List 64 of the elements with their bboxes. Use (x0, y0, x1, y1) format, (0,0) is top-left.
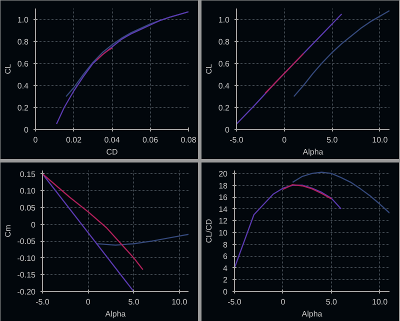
y-tick-label: 4 (223, 264, 228, 273)
y-tick-label: 1.0 (218, 16, 230, 24)
x-tick-label: -5.0 (228, 298, 242, 306)
x-tick-label: 5.0 (326, 298, 338, 306)
line-series (282, 184, 332, 200)
y-tick-label: 20 (218, 169, 228, 178)
y-tick-label: 14 (218, 204, 228, 214)
y-tick-label: 18 (218, 181, 228, 190)
x-tick-label: 5.0 (326, 136, 338, 144)
y-tick-label: 0.6 (218, 60, 230, 68)
y-tick-label: 0 (223, 288, 228, 296)
y-tick-label: 16 (218, 193, 228, 202)
x-tick-label: 0.06 (142, 136, 159, 144)
x-tick-label: -5.0 (230, 136, 244, 144)
y-tick-label: -0.05 (17, 237, 36, 246)
y-tick-label: -0.10 (17, 254, 36, 263)
y-tick-label: 0 (31, 220, 36, 230)
x-tick-label: 0 (282, 136, 288, 144)
x-axis-title: Alpha (302, 148, 324, 156)
x-tick-label: 0.02 (66, 136, 82, 144)
y-tick-label: 0.8 (17, 38, 30, 46)
y-tick-label: -0.20 (17, 288, 36, 296)
y-tick-label: 0.2 (218, 104, 230, 112)
line-series (96, 48, 113, 61)
line-series (96, 234, 188, 246)
y-tick-label: 6 (223, 252, 228, 262)
x-axis-title: Alpha (302, 310, 323, 318)
y-tick-label: 0 (225, 126, 230, 134)
x-axis-title: Alpha (105, 310, 126, 318)
y-axis-title: Cm (3, 224, 12, 238)
y-tick-label: 12 (218, 216, 228, 226)
x-tick-label: 0 (86, 298, 91, 306)
y-tick-label: 0.10 (20, 186, 36, 196)
x-tick-label: 0 (280, 298, 286, 306)
x-tick-label: 10.0 (372, 298, 388, 306)
line-series (42, 173, 144, 270)
line-series (234, 184, 342, 268)
y-tick-label: 10 (218, 228, 228, 238)
y-axis-title: CL/CD (204, 218, 214, 243)
y-tick-label: 1.0 (17, 16, 30, 24)
y-tick-label: 8 (223, 240, 228, 250)
y-tick-label: 0.4 (218, 82, 230, 90)
x-tick-label: 0.08 (180, 136, 197, 144)
line-series (56, 11, 188, 125)
y-tick-label: 0.15 (20, 170, 36, 179)
y-tick-label: 0.2 (17, 104, 30, 112)
line-series (264, 53, 304, 94)
x-tick-label: 5.0 (128, 298, 140, 306)
x-tick-label: -5.0 (36, 298, 50, 306)
y-tick-label: 0 (24, 126, 30, 134)
x-tick-label: 10.0 (172, 298, 188, 306)
x-tick-label: 10.0 (372, 136, 388, 144)
y-tick-label: -0.15 (17, 270, 36, 280)
y-tick-label: 0.4 (17, 82, 30, 90)
y-tick-label: 2 (223, 276, 228, 285)
x-tick-label: 0.04 (104, 136, 120, 144)
y-axis-title: CL (3, 63, 12, 74)
x-axis-title: CD (106, 148, 118, 156)
y-tick-label: 0.8 (218, 38, 230, 46)
line-series (292, 172, 390, 214)
y-tick-label: 0.05 (20, 203, 36, 212)
line-series (293, 10, 390, 98)
y-axis-title: CL (204, 63, 214, 74)
y-tick-label: 0.6 (17, 60, 30, 68)
